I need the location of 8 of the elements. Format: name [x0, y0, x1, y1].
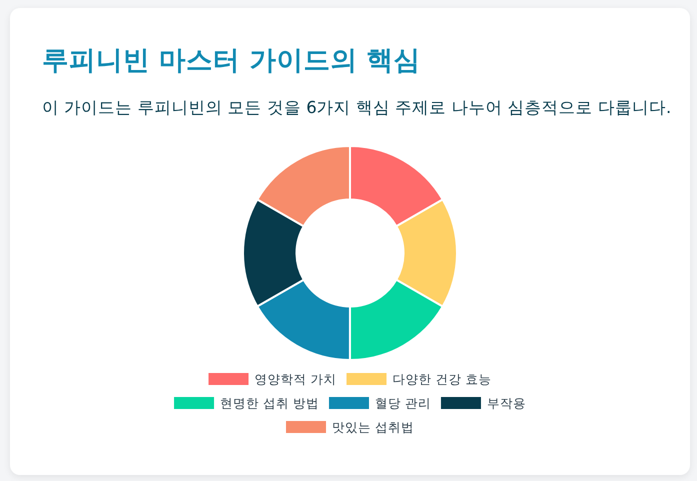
legend-label: 맛있는 섭취법	[332, 420, 414, 434]
legend-label: 다양한 건강 효능	[392, 372, 492, 386]
legend-label: 부작용	[486, 396, 526, 410]
chart-title: 루피니빈 마스터 가이드의 핵심	[42, 44, 421, 78]
chart-subtitle: 이 가이드는 루피니빈의 모든 것을 6가지 핵심 주제로 나누어 심층적으로 다룹니다.	[42, 97, 672, 119]
legend-label: 혈당 관리	[374, 396, 431, 410]
legend-label: 현명한 섭취 방법	[220, 396, 319, 410]
legend-label: 영양학적 가치	[254, 372, 337, 386]
